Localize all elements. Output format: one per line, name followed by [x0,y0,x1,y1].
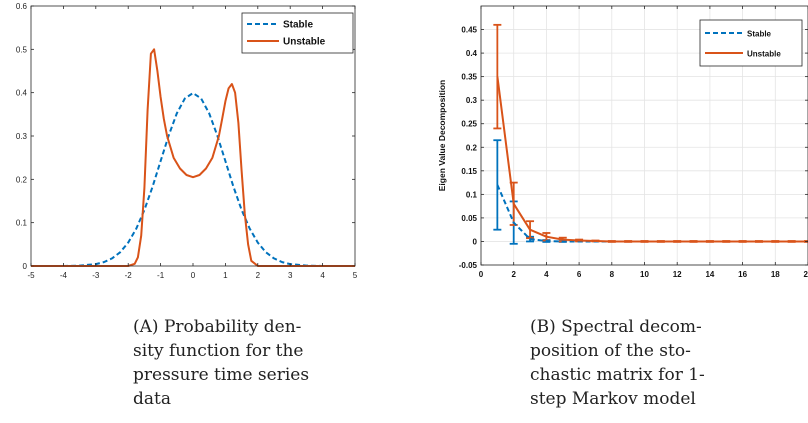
caption-a-line-2: sity function for the [133,341,304,361]
y-tick-label: 0.15 [461,167,477,176]
x-tick-label: 5 [353,271,358,280]
x-tick-label: -4 [60,271,68,280]
y-tick-label: 0.3 [466,96,478,105]
y-tick-label: 0.1 [466,190,478,199]
y-tick-label: 0.3 [16,132,28,141]
y-tick-label: -0.05 [459,261,478,270]
y-tick-label: 0 [23,262,28,271]
series-line-unstable [496,76,808,243]
chart-a: -5 -4 -3 -2 -1 0 1 2 3 4 5 0 0.1 0.2 0.3 0.4 0.5 0.6 Stabl… [16,2,358,280]
y-tick-label: 0.05 [461,214,477,223]
y-tick-label: 0.4 [466,49,478,58]
series-line-unstable [31,48,355,267]
caption-b-line-3: chastic matrix for 1- [530,365,705,385]
x-tick-label: 2 [256,271,261,280]
chart-b: 02468101214161820-0.0500.050.10.150.20.2… [437,5,808,279]
x-tick-label: -1 [157,271,165,280]
x-tick-label: 14 [705,270,714,279]
x-tick-label: -5 [27,271,35,280]
x-tick-label: 12 [673,270,682,279]
legend-label-stable: Stable [747,30,772,39]
caption-a-line-4: data [133,389,171,409]
y-axis-label: Eigen Value Decomposition [437,80,447,191]
x-tick-label: 4 [544,270,549,279]
caption-b: (B) Spectral decom- position of the sto-… [530,315,730,411]
x-tick-label: 10 [640,270,649,279]
x-tick-label: 6 [577,270,582,279]
x-tick-label: -3 [92,271,100,280]
y-tick-label: 0.5 [16,45,28,54]
legend-box [699,19,803,67]
x-tick-label: 2 [511,270,516,279]
x-tick-label: 3 [288,271,293,280]
legend-box [241,12,354,54]
y-tick-label: 0.6 [16,2,28,11]
caption-a-line-3: pressure time series [133,365,310,385]
legend-label-stable: Stable [283,20,313,31]
legend-label-unstable: Unstable [747,50,781,59]
caption-b-line-4: step Markov model [530,389,696,409]
y-tick-label: 0.4 [16,89,28,98]
y-tick-label: 0.45 [461,26,477,35]
caption-b-line-1: (B) Spectral decom- [530,317,702,337]
caption-a: (A) Probability den- sity function for t… [133,315,333,411]
y-tick-label: 0.25 [461,120,477,129]
caption-a-line-1: (A) Probability den- [133,317,302,337]
x-tick-label: 20 [804,270,808,279]
series-line-stable [31,92,355,267]
x-tick-label: 16 [738,270,747,279]
y-tick-label: 0.1 [16,219,28,228]
x-tick-label: 0 [191,271,196,280]
y-tick-label: 0.2 [466,143,478,152]
figure-canvas: -5 -4 -3 -2 -1 0 1 2 3 4 500.10.20.30.40.50.6Stabl… [16,2,808,280]
caption-b-line-2: position of the sto- [530,341,691,361]
x-tick-label: -2 [125,271,133,280]
x-tick-label: 1 [223,271,228,280]
x-tick-label: 4 [320,271,325,280]
y-tick-label: 0.35 [461,73,477,82]
legend-label-unstable: Unstable [283,37,326,48]
x-tick-label: 18 [771,270,780,279]
x-tick-label: 8 [610,270,615,279]
y-tick-label: 0 [473,237,478,246]
y-tick-label: 0.2 [16,175,28,184]
x-tick-label: 0 [479,270,484,279]
